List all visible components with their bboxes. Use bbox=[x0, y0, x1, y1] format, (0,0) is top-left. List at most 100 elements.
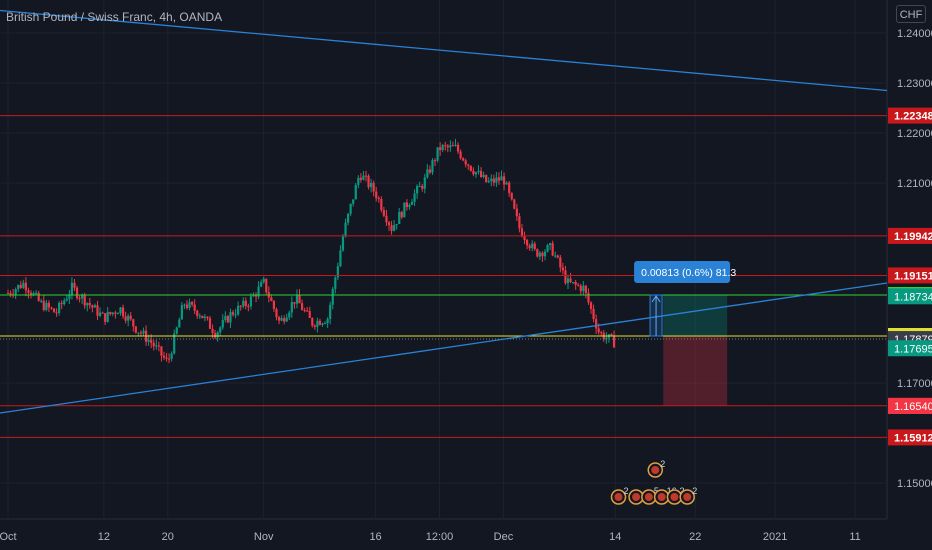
candle-body bbox=[178, 319, 181, 328]
candle-body bbox=[556, 255, 559, 258]
candle-body bbox=[446, 145, 449, 148]
candle-body bbox=[538, 252, 541, 257]
candle-body bbox=[124, 316, 127, 321]
candle-body bbox=[303, 310, 306, 312]
candle-body bbox=[175, 327, 178, 334]
candle-body bbox=[520, 228, 524, 237]
candle-body bbox=[433, 160, 437, 162]
candle-body bbox=[129, 315, 132, 320]
position-target-zone bbox=[663, 295, 728, 336]
candle-body bbox=[206, 316, 209, 319]
candle-body bbox=[334, 277, 337, 289]
candle-body bbox=[311, 318, 314, 326]
candle-body bbox=[247, 306, 250, 308]
position-stop-zone bbox=[663, 336, 728, 406]
price-tag-label: 1.16540 bbox=[894, 401, 932, 413]
candle-body bbox=[6, 293, 10, 294]
measure-arrowhead bbox=[651, 295, 661, 303]
candle-body bbox=[68, 294, 71, 299]
candle-body bbox=[285, 317, 288, 322]
candle-body bbox=[160, 346, 163, 356]
event-marker-count: 2 bbox=[679, 486, 684, 496]
time-tick-label: 11 bbox=[849, 531, 860, 543]
candle-body bbox=[208, 318, 212, 329]
candle-body bbox=[595, 319, 598, 329]
candle-body bbox=[111, 312, 114, 315]
candle-body bbox=[14, 289, 17, 295]
time-tick-label: 12 bbox=[98, 531, 110, 543]
candle-body bbox=[525, 240, 529, 246]
candle-body bbox=[88, 303, 91, 306]
candle-body bbox=[533, 243, 536, 250]
price-level-label: 1.19151 bbox=[894, 270, 932, 282]
time-tick-label: 22 bbox=[689, 531, 701, 543]
candle-body bbox=[219, 327, 222, 333]
candle-body bbox=[400, 211, 403, 218]
candle-body bbox=[270, 297, 273, 301]
candle-body bbox=[566, 278, 570, 284]
candle-body bbox=[27, 290, 30, 293]
candle-body bbox=[226, 316, 230, 323]
candle-body bbox=[185, 304, 189, 308]
candle-body bbox=[403, 202, 406, 218]
candle-body bbox=[239, 305, 242, 307]
candle-body bbox=[37, 292, 40, 301]
candle-body bbox=[147, 340, 150, 342]
event-flag-icon bbox=[651, 466, 660, 474]
event-marker-count: 5 bbox=[654, 486, 659, 496]
candle-body bbox=[29, 292, 33, 296]
candle-body bbox=[313, 325, 316, 327]
candle-body bbox=[523, 236, 526, 241]
price-level-badge bbox=[888, 267, 932, 284]
candle-body bbox=[341, 236, 345, 251]
candle-body bbox=[119, 307, 122, 314]
candle-body bbox=[275, 309, 278, 318]
candle-body bbox=[477, 170, 480, 173]
candle-body bbox=[265, 278, 268, 293]
candle-body bbox=[22, 282, 25, 288]
price-tick-label: 1.21000 bbox=[897, 178, 932, 190]
price-tag-badge bbox=[888, 398, 932, 414]
candle-body bbox=[229, 312, 232, 323]
candle-body bbox=[150, 340, 153, 343]
candle-body bbox=[116, 313, 120, 315]
candle-body bbox=[47, 302, 51, 308]
candle-body bbox=[377, 198, 380, 200]
price-level-label: 1.22348 bbox=[894, 111, 932, 123]
candle-body bbox=[561, 267, 564, 271]
candle-body bbox=[198, 315, 201, 317]
event-marker-count: 2 bbox=[624, 486, 629, 496]
candle-body bbox=[244, 300, 247, 307]
currency-button[interactable]: CHF bbox=[896, 5, 926, 23]
event-flag-icon bbox=[670, 493, 679, 501]
candle-body bbox=[610, 334, 613, 336]
candle-body bbox=[221, 319, 224, 328]
candle-body bbox=[295, 294, 299, 304]
candle-body bbox=[165, 357, 168, 359]
candle-body bbox=[485, 174, 488, 182]
candle-body bbox=[104, 313, 107, 322]
candle-body bbox=[254, 294, 258, 297]
candle-body bbox=[242, 300, 245, 307]
candle-body bbox=[589, 302, 593, 309]
candle-body bbox=[372, 182, 375, 192]
candle-body bbox=[531, 243, 534, 249]
candle-body bbox=[101, 312, 104, 314]
candle-body bbox=[191, 302, 194, 305]
candle-body bbox=[418, 185, 421, 187]
candle-body bbox=[40, 300, 43, 302]
candle-body bbox=[300, 303, 304, 311]
event-marker-count: 2 bbox=[660, 459, 665, 469]
candle-body bbox=[543, 251, 547, 257]
candle-body bbox=[449, 145, 452, 148]
candle-body bbox=[331, 288, 334, 305]
candle-body bbox=[293, 302, 296, 304]
candle-body bbox=[78, 298, 81, 300]
candle-body bbox=[454, 144, 457, 146]
candle-body bbox=[344, 222, 347, 237]
candle-body bbox=[497, 177, 501, 181]
price-level-badge bbox=[888, 107, 932, 124]
candle-body bbox=[510, 192, 513, 200]
candle-body bbox=[367, 175, 370, 188]
